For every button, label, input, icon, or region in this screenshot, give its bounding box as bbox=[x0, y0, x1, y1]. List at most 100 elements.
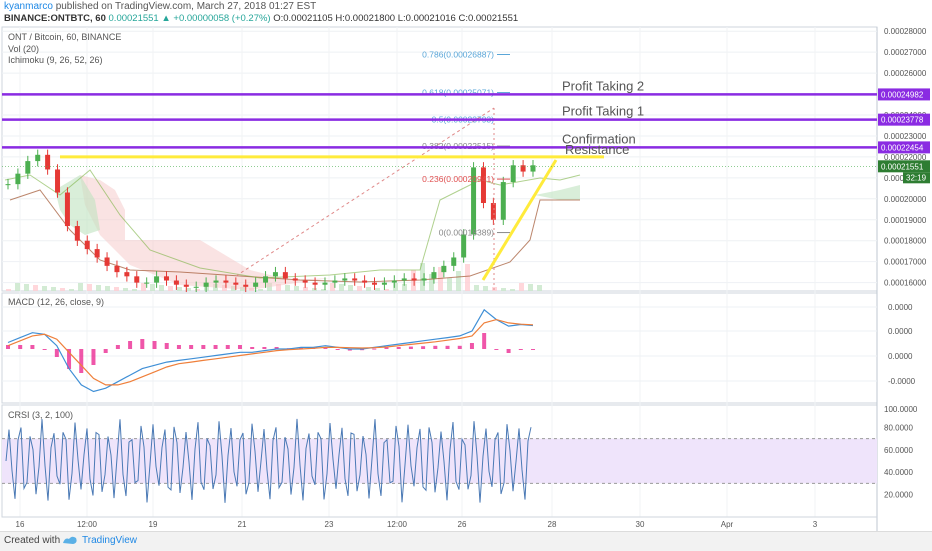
volume-bar bbox=[105, 286, 110, 291]
macd-legend: MACD (12, 26, close, 9) bbox=[8, 297, 105, 307]
y-tick-label: 0.00020000 bbox=[884, 195, 927, 204]
volume-bar bbox=[60, 288, 65, 291]
level-label: Profit Taking 1 bbox=[562, 104, 644, 119]
y-tick-label: 100.0000 bbox=[884, 405, 918, 414]
candle-body bbox=[302, 280, 308, 283]
countdown-tag bbox=[903, 172, 930, 184]
candle-body bbox=[362, 280, 368, 283]
macd-histogram-bar bbox=[176, 345, 181, 349]
y-tick-label: 80.0000 bbox=[884, 423, 913, 432]
author-link[interactable]: kyanmarco bbox=[4, 1, 53, 12]
macd-histogram-bar bbox=[115, 345, 120, 349]
macd-histogram-bar bbox=[494, 349, 499, 350]
x-tick-label: 30 bbox=[636, 520, 645, 529]
volume-bar bbox=[375, 288, 380, 291]
candle-body bbox=[263, 276, 269, 283]
volume-bar bbox=[465, 264, 470, 291]
candle-body bbox=[510, 165, 516, 183]
x-tick-label: 19 bbox=[149, 520, 158, 529]
candle-body bbox=[55, 169, 61, 193]
candle-body bbox=[45, 154, 51, 170]
candle-body bbox=[500, 182, 506, 220]
x-tick-label: 26 bbox=[458, 520, 467, 529]
volume-bar bbox=[321, 289, 326, 291]
volume-bar bbox=[501, 288, 506, 291]
macd-histogram-bar bbox=[79, 349, 84, 373]
x-tick-label: 23 bbox=[325, 520, 334, 529]
volume-bar bbox=[159, 285, 164, 291]
volume-bar bbox=[447, 278, 452, 291]
candle-body bbox=[104, 257, 110, 266]
signal-line bbox=[7, 318, 534, 386]
volume-bar bbox=[69, 289, 74, 291]
candle-body bbox=[213, 280, 219, 283]
macd-histogram-bar bbox=[457, 345, 462, 349]
candle-body bbox=[114, 265, 120, 273]
x-tick-label: 12:00 bbox=[387, 520, 408, 529]
candle-body bbox=[272, 272, 278, 277]
volume-bar bbox=[366, 287, 371, 291]
tradingview-logo-icon bbox=[62, 534, 78, 549]
macd-histogram-bar bbox=[67, 349, 72, 369]
y-tick-label: 0.00026000 bbox=[884, 69, 927, 78]
ichimoku-cloud bbox=[535, 185, 580, 200]
volume-bar bbox=[168, 286, 173, 291]
candle-body bbox=[520, 165, 526, 172]
candle-body bbox=[352, 278, 358, 281]
volume-bar bbox=[78, 283, 83, 291]
candle-body bbox=[203, 282, 209, 287]
volume-bar bbox=[519, 283, 524, 291]
y-tick-label: 0.00022000 bbox=[884, 153, 927, 162]
candle-body bbox=[25, 161, 31, 174]
candle-body bbox=[322, 282, 328, 285]
volume-bar bbox=[528, 284, 533, 291]
footer-bar: Created with TradingView bbox=[0, 531, 932, 551]
crsi-line bbox=[5, 418, 532, 503]
macd-histogram-bar bbox=[274, 347, 279, 349]
candle-body bbox=[144, 282, 150, 284]
macd-histogram-bar bbox=[103, 349, 108, 353]
volume-bar bbox=[132, 289, 137, 291]
macd-histogram-bar bbox=[421, 346, 426, 349]
macd-histogram-bar bbox=[30, 345, 35, 349]
volume-bar bbox=[474, 285, 479, 291]
candle-body bbox=[461, 234, 467, 258]
last-price-tag bbox=[878, 160, 930, 173]
macd-histogram-bar bbox=[408, 346, 413, 349]
candle-body bbox=[471, 167, 477, 235]
macd-histogram-bar bbox=[518, 349, 523, 350]
symbol-label: BINANCE:ONTBTC, 60 bbox=[4, 13, 106, 24]
candle-body bbox=[15, 173, 21, 185]
fib-level-label: 0.382(0.00022515) bbox=[422, 141, 494, 151]
ichimoku-lagging bbox=[4, 169, 581, 279]
x-tick-label: 3 bbox=[813, 520, 818, 529]
volume-bar bbox=[15, 283, 20, 291]
candle-body bbox=[411, 278, 417, 281]
volume-bar bbox=[348, 285, 353, 291]
macd-histogram-bar bbox=[54, 349, 59, 357]
volume-bar bbox=[150, 284, 155, 291]
volume-bar bbox=[402, 284, 407, 291]
macd-histogram-bar bbox=[372, 348, 377, 350]
macd-pane bbox=[1, 292, 878, 404]
support-trend-line bbox=[481, 159, 558, 281]
tradingview-brand[interactable]: TradingView bbox=[82, 535, 138, 546]
y-tick-label: 0.0000 bbox=[888, 352, 913, 361]
candle-body bbox=[253, 282, 259, 287]
x-tick-label: 28 bbox=[548, 520, 557, 529]
candle-body bbox=[312, 282, 318, 285]
volume-bar bbox=[420, 263, 425, 291]
chart-canvas[interactable]: 0.000280000.000270000.000260000.00025000… bbox=[0, 0, 932, 531]
volume-bar bbox=[339, 284, 344, 291]
ohlc-values: O:0.00021105 H:0.00021800 L:0.00021016 C… bbox=[273, 13, 519, 24]
candle-body bbox=[530, 165, 536, 172]
macd-histogram-bar bbox=[128, 341, 133, 349]
symbol-info: BINANCE:ONTBTC, 60 0.00021551 ▲ +0.00000… bbox=[4, 13, 518, 24]
candle-body bbox=[490, 203, 496, 220]
candle-body bbox=[431, 272, 437, 279]
resistance-label: Resistance bbox=[565, 142, 629, 157]
macd-histogram-bar bbox=[469, 343, 474, 349]
macd-histogram-bar bbox=[262, 347, 267, 349]
macd-histogram-bar bbox=[225, 345, 230, 349]
volume-bar bbox=[276, 284, 281, 291]
